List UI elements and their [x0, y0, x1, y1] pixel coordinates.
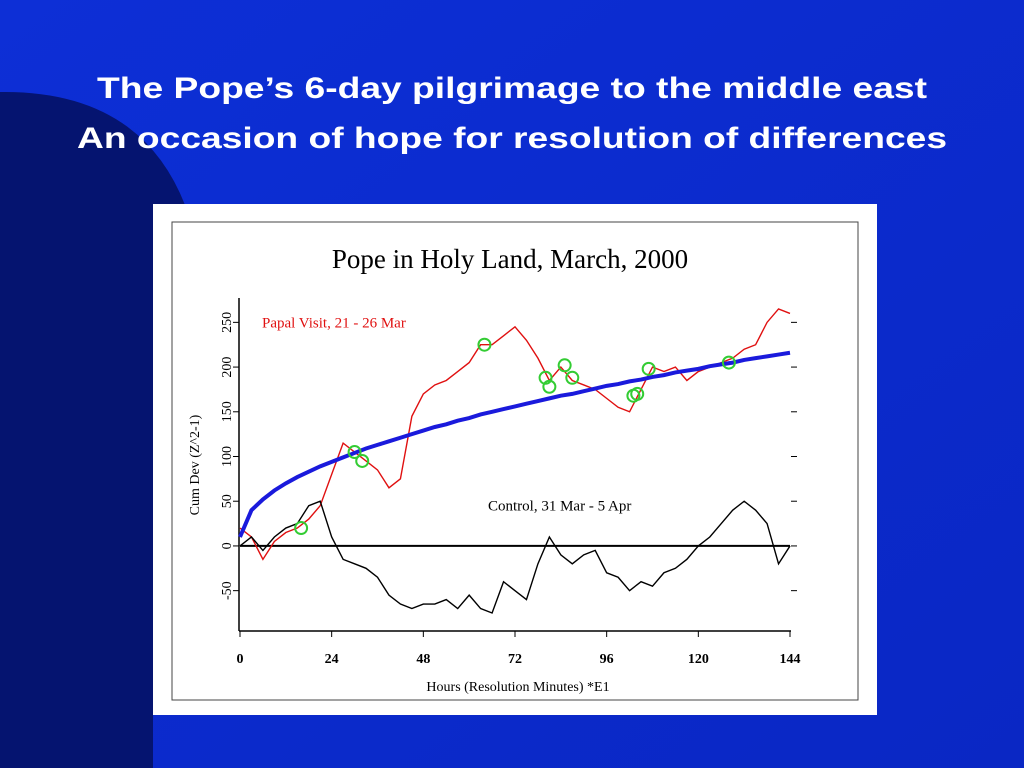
series-line — [239, 308, 791, 561]
slide-title: The Pope’s 6-day pilgrimage to the middl… — [97, 72, 927, 105]
marker — [542, 379, 557, 394]
series-line — [238, 350, 791, 538]
chart-frame — [171, 221, 859, 701]
marker — [355, 453, 370, 468]
marker — [477, 337, 492, 352]
marker — [294, 521, 309, 536]
y-tick-label: 0 — [220, 542, 235, 549]
marker — [630, 386, 645, 401]
y-tick-label: 250 — [220, 312, 235, 333]
y-tick-label: 100 — [220, 446, 235, 467]
chart-panel — [153, 204, 877, 715]
marker — [641, 361, 656, 376]
y-tick-label: 200 — [220, 357, 235, 378]
x-tick-label: 72 — [508, 652, 522, 667]
slide-title: An occasion of hope for resolution of di… — [77, 122, 947, 155]
x-tick-label: 144 — [780, 652, 801, 667]
x-tick-label: 24 — [325, 652, 339, 667]
series-label: Papal Visit, 21 - 26 Mar — [262, 315, 406, 331]
marker — [347, 445, 362, 460]
x-tick-label: 120 — [688, 652, 709, 667]
chart-title: Pope in Holy Land, March, 2000 — [332, 244, 688, 274]
series-label: Control, 31 Mar - 5 Apr — [488, 498, 631, 514]
x-axis-label: Hours (Resolution Minutes) *E1 — [426, 680, 609, 695]
y-tick-label: -50 — [220, 581, 235, 600]
y-axis-label: Cum Dev (Z^2-1) — [188, 414, 203, 515]
x-tick-label: 0 — [237, 652, 244, 667]
y-tick-label: 150 — [220, 401, 235, 422]
decor-shape — [0, 91, 185, 768]
series-line — [239, 500, 791, 614]
x-tick-label: 96 — [600, 652, 614, 667]
marker — [557, 358, 572, 373]
y-tick-label: 50 — [220, 494, 235, 508]
marker — [721, 355, 736, 370]
x-tick-label: 48 — [416, 652, 430, 667]
marker — [538, 370, 553, 385]
marker — [565, 370, 580, 385]
